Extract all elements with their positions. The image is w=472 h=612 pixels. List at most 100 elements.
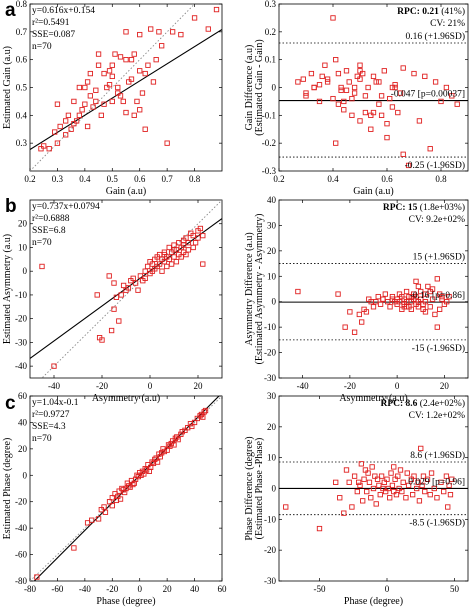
x-tick-label: 40: [190, 584, 200, 594]
y-tick-label: 0: [272, 297, 277, 307]
data-point: [443, 473, 450, 479]
data-point: [128, 57, 135, 63]
data-point: [54, 101, 61, 107]
mean-label: -0.16 [p=0.86]: [410, 291, 465, 301]
data-point: [335, 101, 342, 107]
data-point: [141, 471, 147, 477]
data-point: [410, 492, 416, 498]
y-tick-label: 40: [18, 417, 28, 427]
data-point: [319, 73, 325, 80]
data-point: [51, 363, 57, 369]
data-point: [164, 140, 170, 146]
rpc-bold: RPC: 8.6: [380, 399, 417, 409]
y-axis-label: Gain Difference (a.u): [244, 45, 255, 131]
data-point: [39, 263, 45, 270]
data-point: [71, 98, 77, 105]
data-point: [438, 98, 444, 105]
data-point: [432, 311, 438, 318]
data-point: [41, 143, 47, 149]
x-tick-label: 0.8: [435, 174, 447, 184]
y-tick-label: -40: [15, 523, 27, 533]
x-tick-label: 20: [440, 381, 450, 391]
data-point: [76, 84, 83, 91]
data-point: [388, 470, 394, 476]
y-tick-label: 0.5: [16, 83, 28, 93]
x-tick-label: 0.8: [189, 174, 201, 184]
data-point: [415, 479, 421, 485]
fit-stat-3: n=70: [32, 238, 52, 248]
chart-a-right: 0.2 0.4 0.6 0.8 -0.3 -0.2 -0.1 0 0.1 0.2 0.3 Gain (…: [244, 0, 469, 197]
data-point: [101, 70, 107, 77]
data-point: [384, 121, 390, 127]
data-point: [333, 479, 339, 485]
data-point: [68, 126, 74, 132]
data-point: [373, 501, 379, 507]
y-tick-label: 0.6: [16, 55, 28, 65]
plot-frame: [278, 3, 469, 172]
data-point: [351, 329, 358, 335]
data-point: [338, 87, 344, 93]
data-point: [376, 79, 382, 85]
data-point: [389, 482, 396, 489]
x-axis-label: Asymmetry (a.u): [339, 393, 407, 404]
data-point: [365, 470, 371, 476]
rpc-percent: (2.4e+02%): [417, 398, 465, 409]
data-point: [370, 485, 377, 492]
data-point: [405, 482, 412, 489]
data-point: [123, 29, 129, 35]
data-point: [169, 29, 176, 35]
data-point: [378, 93, 385, 99]
data-point: [63, 118, 69, 124]
data-point: [308, 70, 315, 77]
data-point: [106, 273, 112, 279]
data-point: [391, 464, 397, 470]
data-point: [112, 51, 118, 57]
data-point: [376, 482, 382, 489]
chart-b-left: -40 -20 0 20 -40 -30 -20 -10 0 10 20 Asymmetry (a.u…: [2, 199, 223, 404]
data-point: [351, 90, 358, 96]
data-point: [422, 299, 429, 305]
cv-label: CV: 21%: [430, 19, 465, 29]
data-point: [132, 280, 139, 286]
x-tick-label: 0.3: [52, 174, 64, 184]
data-point: [362, 93, 369, 99]
y-tick-label: -30: [15, 337, 27, 347]
data-point: [377, 492, 383, 498]
data-point: [338, 84, 344, 91]
plot-frame: [29, 395, 223, 582]
data-point: [443, 84, 450, 91]
data-point: [382, 291, 388, 297]
x-tick-label: 0.4: [79, 174, 91, 184]
data-point: [95, 51, 102, 57]
data-point: [109, 503, 115, 509]
data-point: [109, 62, 115, 68]
data-point: [117, 54, 124, 60]
data-point: [408, 476, 414, 482]
data-point: [300, 76, 306, 82]
x-axis-label: Gain (a.u): [106, 186, 147, 197]
data-point: [154, 459, 161, 465]
data-point: [439, 293, 445, 300]
x-axis-label: Asymmetry (a.u): [92, 393, 160, 404]
data-point: [179, 429, 185, 435]
data-point: [365, 84, 371, 91]
data-point: [395, 473, 401, 479]
data-point: [102, 509, 109, 515]
chart-b-right: -40 -20 0 20 -30 -20 -10 0 10 20 30 40 Asymmetry (a.…: [244, 195, 469, 404]
data-point: [161, 251, 168, 258]
plot-area: [30, 200, 222, 378]
y-tick-label: -20: [264, 348, 276, 358]
data-point: [346, 479, 352, 485]
data-point: [71, 121, 77, 127]
x-tick-label: 0: [385, 584, 390, 594]
y-tick-label: 10: [267, 271, 277, 281]
data-point: [189, 423, 195, 430]
data-point: [172, 435, 179, 441]
y-tick-label: -20: [15, 497, 27, 507]
y-tick-label: 20: [18, 219, 28, 229]
data-point: [93, 98, 99, 105]
data-point: [117, 93, 124, 99]
data-point: [191, 15, 198, 21]
data-point: [389, 84, 396, 91]
